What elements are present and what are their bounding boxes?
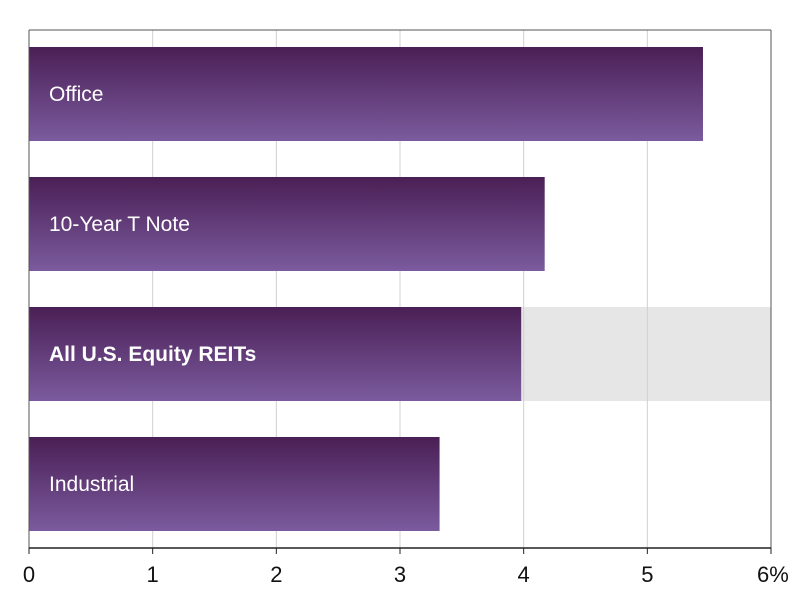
bar-10-year-t-note: [29, 177, 545, 271]
bar-office: [29, 47, 703, 141]
bar-industrial: [29, 437, 440, 531]
x-tick-label: 2: [270, 562, 282, 587]
x-tick-label: 3: [394, 562, 406, 587]
x-tick-label: 1: [147, 562, 159, 587]
bar-label-industrial: Industrial: [49, 473, 134, 496]
bar-label-10-year-t-note: 10-Year T Note: [49, 213, 190, 236]
x-tick-label: 5: [641, 562, 653, 587]
bar-label-office: Office: [49, 83, 103, 106]
x-tick-label: 4: [518, 562, 530, 587]
bar-label-all-u-s-equity-reits: All U.S. Equity REITs: [49, 343, 256, 366]
x-tick-label: 0: [23, 562, 35, 587]
bar-all-u-s-equity-reits: [29, 307, 522, 401]
x-tick-label: 6%: [757, 562, 789, 587]
